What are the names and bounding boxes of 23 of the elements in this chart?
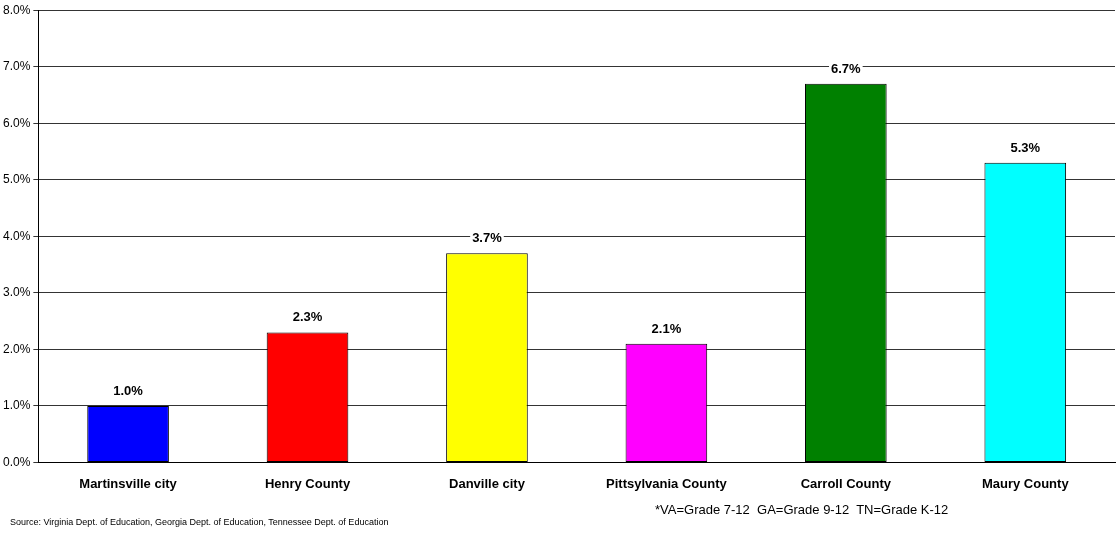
y-tick-label: 8.0% [2,2,31,17]
data-label: 1.0% [113,382,144,398]
x-tick-label: Maury County [981,475,1070,491]
y-tick-label: 7.0% [2,59,31,74]
data-label: 5.3% [1010,139,1041,155]
x-tick-label: Henry County [264,475,351,491]
x-tick-label: Carroll County [800,475,892,491]
data-label: 2.1% [651,320,682,336]
y-tick-label: 3.0% [2,285,31,300]
x-tick-label: Danville city [449,475,526,491]
text: *VA=Grade 7-12 GA=Grade 9-12 TN=Grade K-12 [655,502,949,517]
x-tick-label: Martinsville city [79,475,178,491]
source-note: Source: Virginia Dept. of Education, Georgia Dept. of Education, Tennessee Dept. of Education [10,517,389,527]
y-tick-label: 5.0% [2,172,31,187]
x-tick-label: Pittsylvania County [606,475,728,491]
y-tick-label: 0.0% [2,454,31,469]
data-label: 2.3% [292,309,323,325]
y-tick-label: 1.0% [2,398,31,413]
y-tick-label: 6.0% [2,115,31,130]
y-tick-label: 4.0% [2,228,31,243]
data-label: 6.7% [831,60,862,76]
data-label: 3.7% [472,230,503,246]
y-tick-label: 2.0% [2,341,31,356]
